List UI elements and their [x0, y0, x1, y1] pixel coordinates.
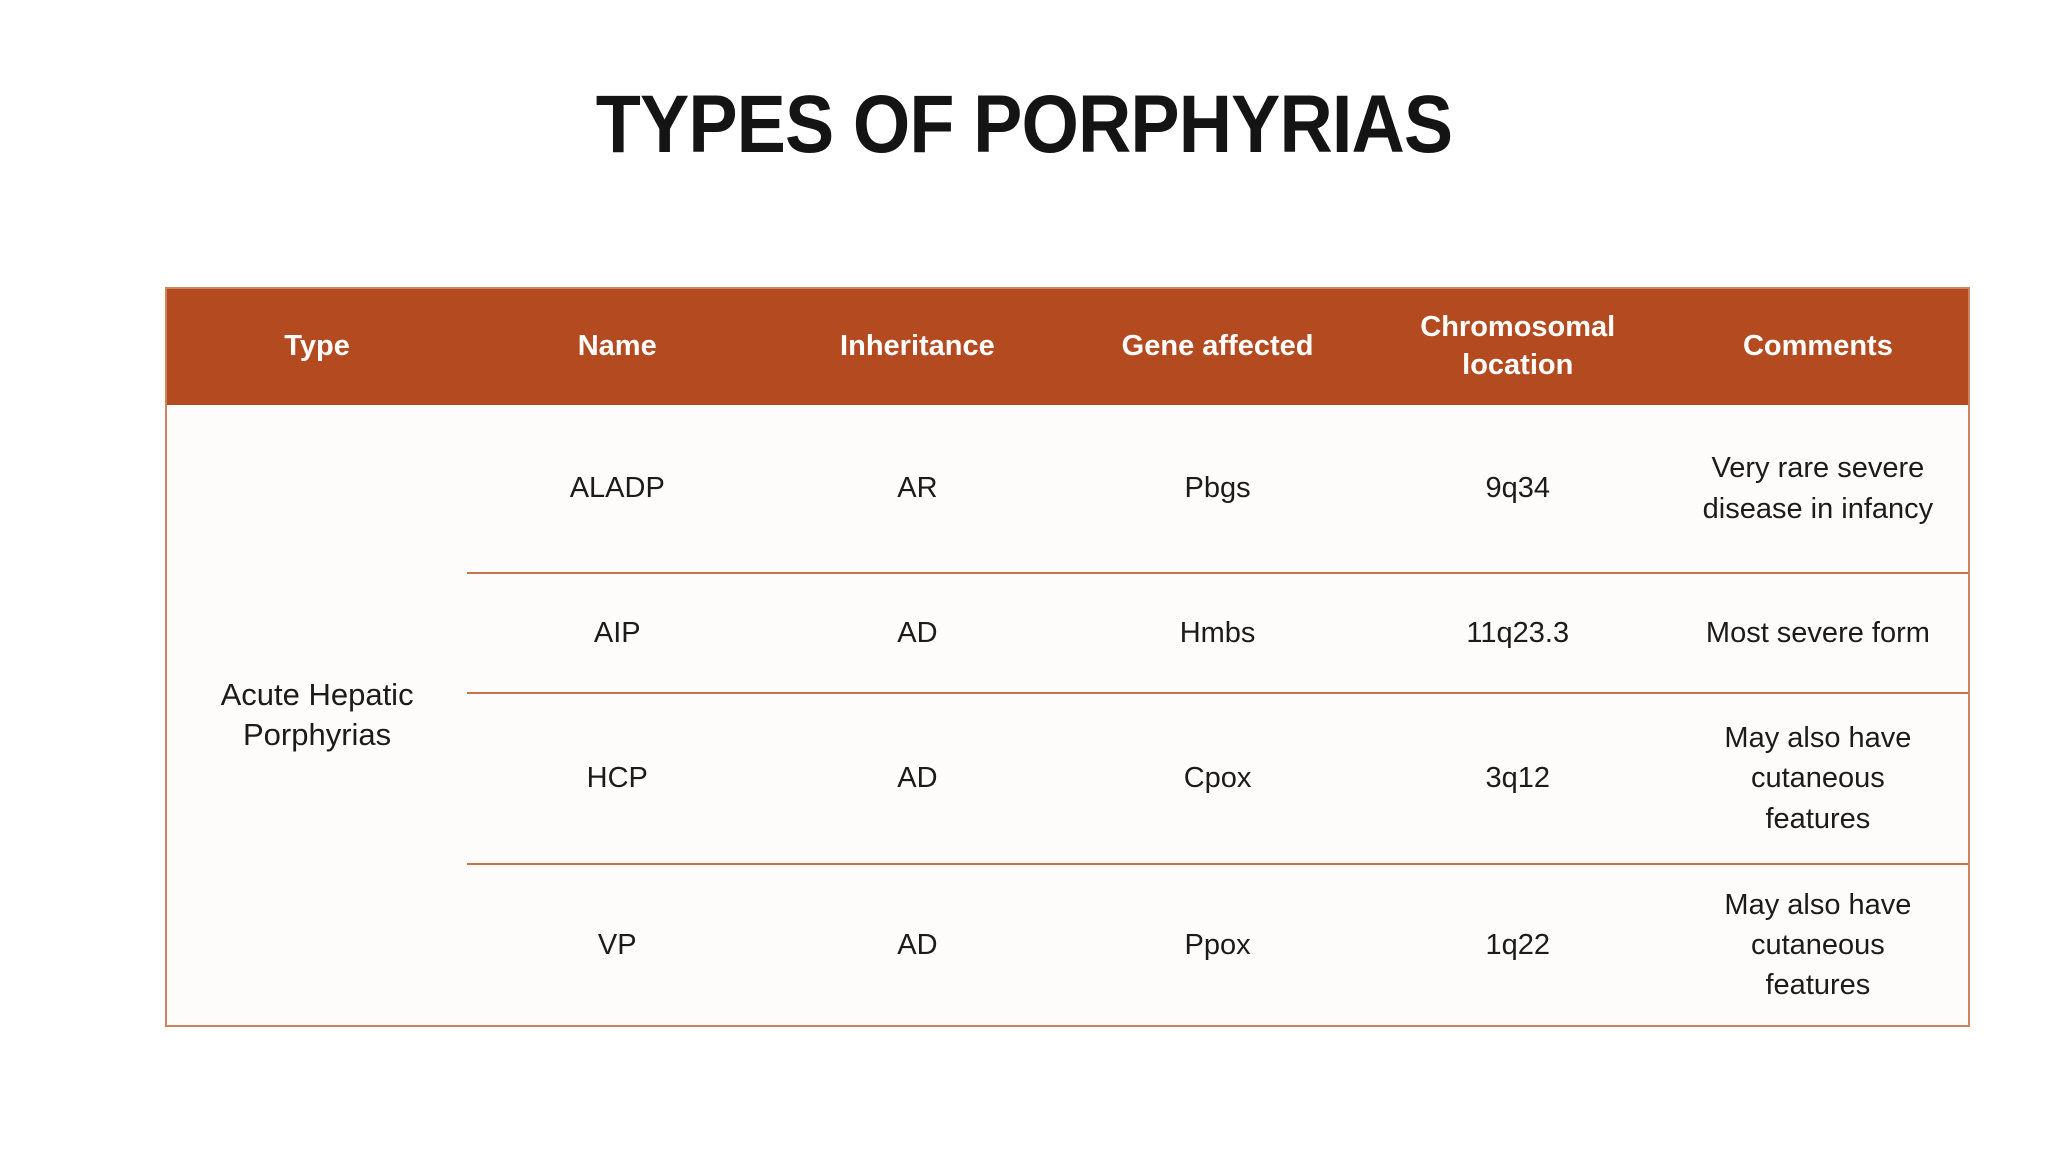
- porphyrias-table: Type Name Inheritance Gene affected Chro…: [165, 287, 1970, 1027]
- cell-location: 1q22: [1367, 863, 1668, 1025]
- column-header-chromosomal-location: Chromosomal location: [1367, 289, 1668, 405]
- cell-gene: Cpox: [1067, 692, 1368, 863]
- column-header-comments: Comments: [1667, 289, 1968, 405]
- cell-name: ALADP: [467, 405, 768, 572]
- cell-comments: May also have cutaneous features: [1667, 863, 1968, 1025]
- column-header-inheritance: Inheritance: [767, 289, 1068, 405]
- cell-gene: Ppox: [1067, 863, 1368, 1025]
- cell-gene: Hmbs: [1067, 572, 1368, 692]
- cell-name: AIP: [467, 572, 768, 692]
- cell-inheritance: AD: [767, 863, 1068, 1025]
- cell-location: 3q12: [1367, 692, 1668, 863]
- column-header-type: Type: [167, 289, 468, 405]
- column-header-name: Name: [467, 289, 768, 405]
- cell-location: 9q34: [1367, 405, 1668, 572]
- cell-inheritance: AR: [767, 405, 1068, 572]
- cell-name: HCP: [467, 692, 768, 863]
- cell-comments: May also have cutaneous features: [1667, 692, 1968, 863]
- cell-inheritance: AD: [767, 692, 1068, 863]
- cell-name: VP: [467, 863, 768, 1025]
- cell-comments: Very rare severe disease in infancy: [1667, 405, 1968, 572]
- column-header-gene-affected: Gene affected: [1067, 289, 1368, 405]
- cell-gene: Pbgs: [1067, 405, 1368, 572]
- cell-location: 11q23.3: [1367, 572, 1668, 692]
- cell-inheritance: AD: [767, 572, 1068, 692]
- type-group-cell: Acute Hepatic Porphyrias: [167, 405, 468, 1025]
- page-title: TYPES OF PORPHYRIAS: [595, 79, 1453, 170]
- cell-comments: Most severe form: [1667, 572, 1968, 692]
